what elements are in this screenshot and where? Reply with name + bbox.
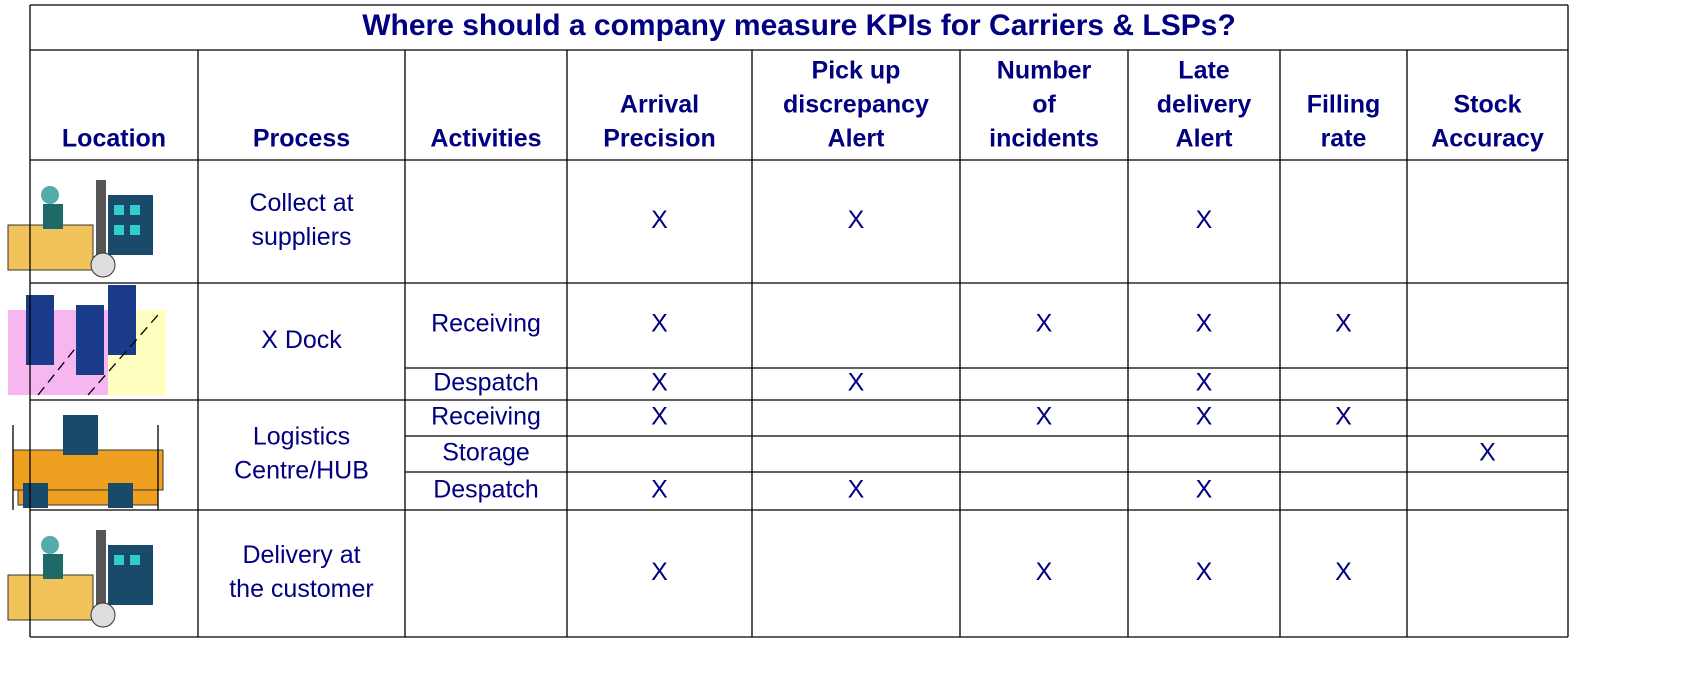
process: Centre/HUB	[234, 457, 369, 485]
kpi-mark: X	[1335, 310, 1352, 338]
kpi-mark: X	[651, 403, 668, 431]
location-icons	[7, 180, 166, 628]
column-header: Alert	[828, 125, 886, 153]
kpi-mark: X	[1196, 369, 1213, 397]
kpi-mark: X	[1479, 439, 1496, 467]
column-header: Precision	[603, 125, 716, 153]
kpi-mark: X	[1196, 476, 1213, 504]
kpi-mark: X	[1036, 558, 1053, 586]
kpi-mark: X	[651, 558, 668, 586]
activity: Storage	[442, 439, 530, 467]
column-header: of	[1032, 91, 1056, 119]
column-header: rate	[1321, 125, 1367, 153]
column-header: Alert	[1176, 125, 1234, 153]
process: Delivery at	[242, 541, 360, 569]
activity: Despatch	[433, 476, 539, 504]
kpi-mark: X	[1196, 310, 1213, 338]
kpi-mark: X	[848, 476, 865, 504]
process: X Dock	[261, 326, 342, 354]
process: Logistics	[253, 423, 350, 451]
kpi-mark: X	[651, 310, 668, 338]
kpi-mark: X	[848, 369, 865, 397]
kpi-mark: X	[848, 206, 865, 234]
column-header: Stock	[1453, 91, 1521, 119]
kpi-mark: X	[1196, 403, 1213, 431]
column-header: discrepancy	[783, 91, 929, 119]
kpi-mark: X	[1196, 558, 1213, 586]
column-header: Number	[997, 57, 1092, 85]
activity: Receiving	[431, 310, 541, 338]
column-header: Accuracy	[1431, 125, 1544, 153]
x-dock-icon	[8, 285, 166, 396]
column-header: incidents	[989, 125, 1099, 153]
kpi-mark: X	[1196, 206, 1213, 234]
column-header: Arrival	[620, 91, 699, 119]
kpi-mark: X	[651, 206, 668, 234]
column-header: Filling	[1307, 91, 1381, 119]
kpi-mark: X	[651, 476, 668, 504]
forklift-icon	[7, 530, 153, 628]
table-title: Where should a company measure KPIs for …	[362, 9, 1236, 42]
kpi-mark: X	[1036, 403, 1053, 431]
kpi-mark: X	[1335, 558, 1352, 586]
column-header: Process	[253, 125, 350, 153]
column-header: Late	[1178, 57, 1230, 85]
forklift-icon	[7, 180, 153, 278]
column-header: delivery	[1157, 91, 1252, 119]
process: Collect at	[249, 189, 353, 217]
column-header: Pick up	[812, 57, 901, 85]
kpi-mark: X	[651, 369, 668, 397]
activity: Despatch	[433, 369, 539, 397]
hub-icon	[12, 415, 164, 510]
process: the customer	[229, 575, 374, 603]
kpi-mark: X	[1335, 403, 1352, 431]
kpi-mark: X	[1036, 310, 1053, 338]
column-header: Activities	[430, 125, 541, 153]
activity: Receiving	[431, 403, 541, 431]
column-header: Location	[62, 125, 166, 153]
process: suppliers	[251, 223, 351, 251]
